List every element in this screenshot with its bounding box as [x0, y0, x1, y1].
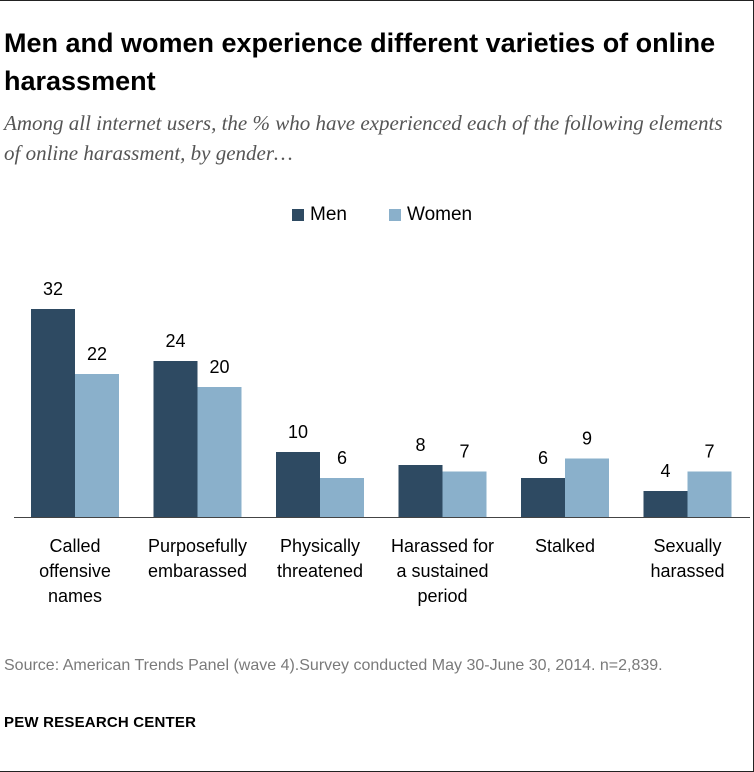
data-label-women-stalked: 9	[582, 429, 592, 449]
category-label-physically-threatened: Physically threatened	[276, 536, 364, 581]
data-label-women-harassed-for-a-sustained-period: 7	[459, 442, 469, 462]
bar-women-purposefully-embarassed	[197, 387, 242, 517]
bar-women-sexually-harassed	[687, 471, 732, 517]
bar-chart: 32 22 24 20 10 6 8 7 6 9 4 7	[14, 279, 750, 518]
legend-item-women: Women	[389, 202, 472, 228]
category-label-sexually-harassed: Sexually harassed	[650, 536, 725, 581]
bar-men-purposefully-embarassed	[153, 361, 198, 517]
bar-women-harassed-for-a-sustained-period	[442, 471, 487, 517]
category-label-stalked: Stalked	[534, 536, 596, 556]
bar-men-physically-threatened	[276, 452, 320, 517]
data-label-men-stalked: 6	[538, 448, 548, 468]
data-label-women-sexually-harassed: 7	[704, 442, 714, 462]
legend-label-men: Men	[310, 204, 347, 225]
legend: Men Women	[0, 202, 754, 228]
data-label-women-purposefully-embarassed: 20	[209, 357, 229, 377]
category-label-called-offensive-names: Called offensive names	[39, 536, 111, 606]
data-label-men-sexually-harassed: 4	[660, 461, 670, 481]
chart-title: Men and women experience different varie…	[4, 28, 716, 96]
organization-name: PEW RESEARCH CENTER	[4, 714, 197, 731]
data-label-women-physically-threatened: 6	[337, 448, 347, 468]
data-label-men-called-offensive-names: 32	[43, 279, 63, 299]
data-label-women-called-offensive-names: 22	[87, 344, 107, 364]
category-label-harassed-for-a-sustained-period: Harassed for a sustained period	[390, 536, 495, 606]
bar-women-physically-threatened	[320, 478, 364, 517]
data-label-men-purposefully-embarassed: 24	[165, 331, 185, 351]
category-label-purposefully-embarassed: Purposefully embarassed	[147, 536, 248, 581]
bar-men-harassed-for-a-sustained-period	[398, 465, 443, 517]
legend-item-men: Men	[292, 202, 347, 228]
bar-women-stalked	[565, 458, 609, 517]
legend-label-women: Women	[407, 204, 473, 225]
bar-women-called-offensive-names	[75, 374, 119, 517]
bar-men-stalked	[521, 478, 565, 517]
legend-swatch-women	[389, 209, 401, 221]
bar-men-sexually-harassed	[643, 491, 688, 517]
data-label-men-physically-threatened: 10	[288, 422, 308, 442]
legend-swatch-men	[292, 209, 304, 221]
source-note: Source: American Trends Panel (wave 4).S…	[4, 657, 663, 674]
bar-men-called-offensive-names	[31, 309, 75, 517]
chart-subtitle: Among all internet users, the % who have…	[4, 111, 723, 165]
data-label-men-harassed-for-a-sustained-period: 8	[415, 435, 425, 455]
